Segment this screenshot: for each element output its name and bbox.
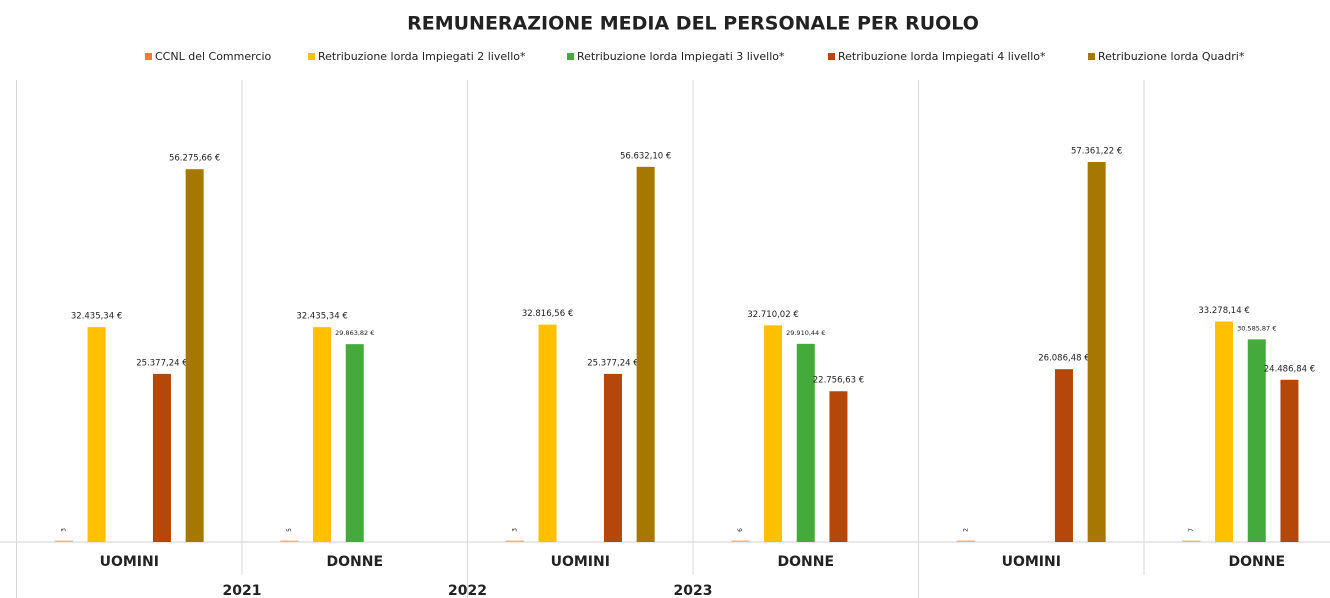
- group-label: 2021: [223, 583, 262, 598]
- data-label: 33.278,14 €: [1198, 306, 1249, 316]
- legend-label: Retribuzione lorda Impiegati 2 livello*: [318, 50, 526, 63]
- legend-swatch: [567, 53, 574, 60]
- legend-label: Retribuzione lorda Quadri*: [1098, 50, 1245, 63]
- bar: [505, 540, 524, 542]
- data-label: 6: [737, 528, 744, 532]
- bar: [152, 373, 171, 542]
- group-label: 2022: [448, 583, 487, 598]
- bar: [280, 540, 299, 542]
- bar: [87, 327, 106, 542]
- data-label: 30.585,87 €: [1237, 324, 1276, 332]
- legend-swatch: [145, 53, 152, 60]
- chart-title: REMUNERAZIONE MEDIA DEL PERSONALE PER RU…: [407, 13, 979, 35]
- bar: [1054, 369, 1073, 542]
- group-label: 2023: [674, 583, 713, 598]
- bar: [313, 327, 332, 542]
- bar: [796, 343, 815, 542]
- bar: [636, 166, 655, 542]
- data-label: 3: [60, 528, 67, 532]
- bar: [538, 324, 557, 542]
- data-label: 22.756,63 €: [813, 376, 864, 386]
- bar: [731, 540, 750, 542]
- data-label: 26.086,48 €: [1038, 354, 1089, 364]
- bar: [185, 169, 204, 542]
- legend-label: CCNL del Commercio: [155, 50, 272, 63]
- data-label: 56.275,66 €: [169, 154, 220, 164]
- bar: [54, 540, 73, 542]
- data-label: 25.377,24 €: [136, 358, 187, 368]
- data-label: 24.486,84 €: [1264, 364, 1315, 374]
- legend-swatch: [1088, 53, 1095, 60]
- x-tick-label: UOMINI: [100, 554, 159, 570]
- data-label: 5: [286, 528, 293, 532]
- data-label: 32.816,56 €: [522, 309, 573, 319]
- bar: [1182, 540, 1201, 542]
- data-label: 2: [962, 528, 969, 532]
- bar: [1087, 162, 1106, 542]
- data-label: 32.435,34 €: [296, 312, 347, 322]
- data-label: 25.377,24 €: [587, 358, 638, 368]
- legend-label: Retribuzione lorda Impiegati 3 livello*: [577, 50, 785, 63]
- data-label: 57.361,22 €: [1071, 147, 1122, 157]
- x-tick-label: UOMINI: [551, 554, 610, 570]
- data-label: 32.435,34 €: [71, 312, 122, 322]
- data-label: 3: [511, 528, 518, 532]
- x-tick-label: DONNE: [777, 554, 834, 570]
- legend-swatch: [308, 53, 315, 60]
- bar: [345, 344, 364, 542]
- bar: [1247, 339, 1266, 542]
- data-label: 32.710,02 €: [747, 310, 798, 320]
- bar: [764, 325, 783, 542]
- legend-label: Retribuzione lorda Impiegati 4 livello*: [838, 50, 1046, 63]
- legend-swatch: [828, 53, 835, 60]
- data-label: 7: [1188, 528, 1195, 532]
- x-tick-label: UOMINI: [1002, 554, 1061, 570]
- bar: [603, 373, 622, 542]
- data-label: 56.632,10 €: [620, 151, 671, 161]
- bar: [1280, 379, 1299, 542]
- bar: [956, 540, 975, 542]
- data-label: 29.910,44 €: [786, 329, 825, 337]
- x-tick-label: DONNE: [1228, 554, 1285, 570]
- x-tick-label: DONNE: [326, 554, 383, 570]
- data-label: 29.863,82 €: [335, 329, 374, 337]
- bar: [1215, 321, 1234, 542]
- bar: [829, 391, 848, 542]
